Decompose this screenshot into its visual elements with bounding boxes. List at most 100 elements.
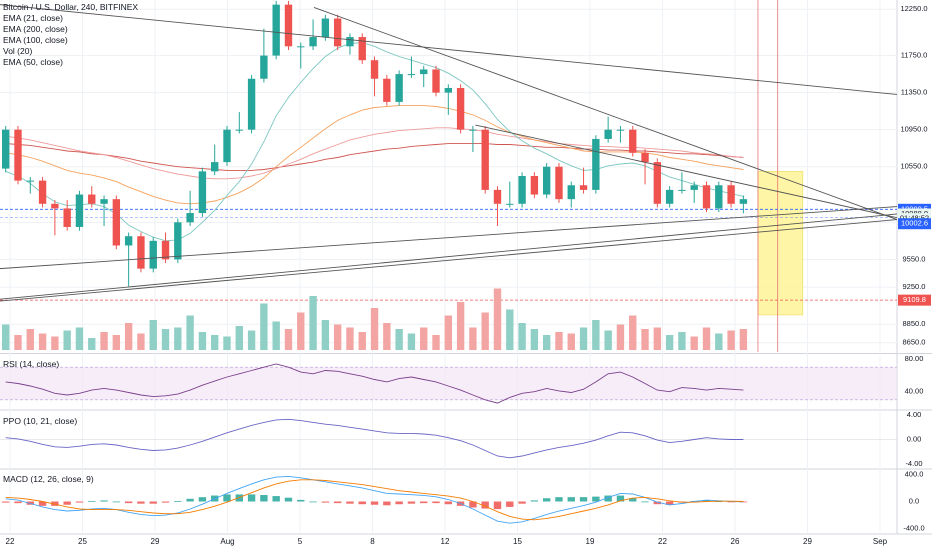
- y-tick-label: 9550.0: [903, 254, 926, 263]
- rsi-legend: RSI (14, close): [3, 359, 59, 370]
- macd-histogram-bar: [395, 501, 403, 505]
- candle-body: [309, 37, 317, 47]
- candle-body: [518, 176, 526, 204]
- macd-histogram-bar: [665, 501, 674, 505]
- macd-histogram-bar: [272, 496, 280, 502]
- x-tick-label: 15: [513, 537, 522, 546]
- volume-bar: [211, 335, 219, 350]
- macd-histogram-bar: [444, 501, 452, 505]
- macd-histogram-bar: [592, 496, 600, 502]
- candle-body: [555, 166, 563, 200]
- candle-body: [629, 129, 637, 153]
- x-tick-label: Aug: [220, 537, 234, 546]
- macd-histogram-bar: [407, 501, 416, 504]
- ppo-y-tick: 4.00: [907, 410, 922, 419]
- volume-bar: [149, 320, 157, 350]
- macd-histogram-bar: [51, 501, 59, 506]
- x-tick-label: Sep: [873, 537, 888, 546]
- macd-histogram-bar: [14, 501, 22, 504]
- volume-bar: [198, 332, 207, 350]
- macd-histogram-bar: [641, 501, 649, 503]
- macd-histogram-bar: [297, 499, 305, 502]
- macd-histogram-bar: [321, 501, 330, 503]
- price-label-bg: [898, 218, 931, 230]
- macd-histogram-bar: [309, 501, 317, 503]
- volume-bar: [161, 329, 170, 350]
- trendline: [0, 4, 898, 95]
- volume-bar: [297, 312, 305, 350]
- macd-y-tick: 0.0: [909, 496, 919, 505]
- volume-bar: [88, 338, 96, 350]
- candle-body: [727, 185, 735, 204]
- candle-body: [370, 60, 379, 79]
- macd-histogram-bar: [616, 495, 625, 502]
- legend-ema200: EMA (200, close): [3, 24, 68, 34]
- candle-body: [272, 4, 280, 56]
- candle-body: [567, 185, 575, 200]
- x-tick-label: 26: [731, 537, 740, 546]
- candle-body: [63, 208, 71, 227]
- candle-body: [26, 180, 34, 182]
- candle-body: [161, 240, 170, 260]
- macd-histogram-bar: [333, 501, 342, 504]
- ppo-y-tick: 0.00: [907, 434, 922, 443]
- volume-bar: [567, 333, 575, 350]
- candle-body: [395, 74, 403, 102]
- candle-body: [297, 46, 305, 48]
- macd-histogram-bar: [579, 497, 588, 502]
- trendline: [475, 124, 898, 219]
- candle-body: [38, 180, 47, 204]
- volume-bar: [383, 323, 391, 350]
- macd-histogram-bar: [653, 501, 662, 505]
- price-label: 9109.8: [903, 295, 926, 304]
- macd-histogram-bar: [260, 494, 268, 502]
- volume-bar: [358, 332, 366, 350]
- volume-bar: [456, 302, 465, 350]
- volume-bar: [542, 335, 551, 350]
- rsi-y-tick: 40.00: [905, 387, 924, 396]
- volume-bar: [112, 335, 121, 350]
- macd-histogram-bar: [358, 501, 366, 505]
- macd-title: MACD (12, 26, close, 9): [3, 474, 94, 484]
- macd-histogram-bar: [530, 500, 539, 502]
- candle-body: [88, 194, 96, 204]
- candle-body: [383, 78, 391, 102]
- candle-body: [616, 129, 625, 131]
- x-tick-label: 12: [441, 537, 450, 546]
- volume-bar: [395, 329, 403, 350]
- candle-body: [260, 55, 268, 79]
- volume-bar: [26, 329, 34, 350]
- volume-bar: [739, 329, 748, 350]
- volume-bar: [604, 330, 612, 350]
- macd-histogram-bar: [346, 501, 354, 504]
- ema50-line: [5, 105, 744, 205]
- candle-body: [235, 129, 243, 131]
- volume-bar: [641, 329, 649, 350]
- volume-bar: [284, 329, 293, 350]
- macd-histogram-bar: [112, 501, 121, 503]
- macd-histogram-bar: [567, 497, 575, 502]
- candle-body: [14, 129, 22, 181]
- candle-body: [641, 152, 649, 163]
- candle-body: [420, 69, 428, 75]
- macd-histogram-bar: [370, 501, 379, 505]
- volume-bar: [186, 315, 194, 350]
- ema21-line: [5, 42, 744, 242]
- macd-y-tick: -400.0: [903, 524, 924, 533]
- candle-body: [149, 240, 157, 269]
- rsi-title: RSI (14, close): [3, 359, 60, 369]
- ema100-line: [5, 127, 744, 180]
- macd-histogram-bar: [506, 501, 514, 507]
- candle-body: [174, 222, 182, 260]
- macd-histogram-bar: [518, 501, 526, 504]
- volume-bar: [616, 324, 625, 350]
- candle-body: [75, 194, 84, 227]
- volume-bar: [137, 333, 145, 350]
- volume-bar: [223, 336, 231, 350]
- x-tick-label: 22: [658, 537, 667, 546]
- candle-body: [211, 162, 219, 172]
- volume-bar: [592, 320, 600, 350]
- volume-bar: [100, 332, 108, 350]
- volume-bar: [481, 312, 489, 350]
